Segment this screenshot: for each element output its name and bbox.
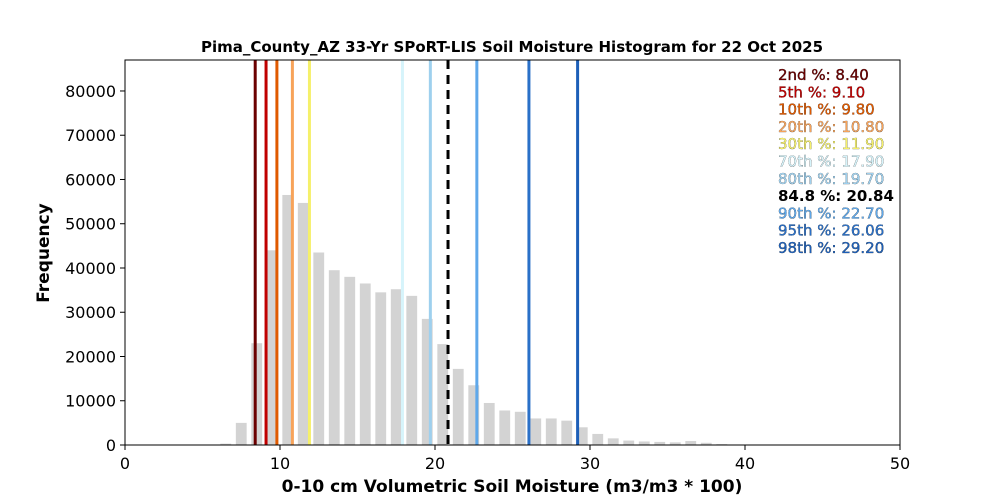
histogram-bar bbox=[607, 438, 619, 445]
x-tick-label: 30 bbox=[580, 454, 600, 473]
percentile-lines bbox=[253, 60, 580, 445]
percentile-label: 70th %: 17.90 bbox=[778, 153, 884, 171]
histogram-bar bbox=[638, 441, 650, 445]
histogram-bar bbox=[421, 318, 433, 445]
histogram-bar bbox=[623, 440, 635, 445]
histogram-bar bbox=[545, 418, 557, 445]
percentile-label: 2nd %: 8.40 bbox=[778, 66, 869, 84]
x-tick-label: 10 bbox=[270, 454, 290, 473]
histogram-bar bbox=[390, 289, 402, 445]
y-tick-label: 0 bbox=[106, 436, 116, 455]
x-tick-label: 50 bbox=[890, 454, 910, 473]
x-tick-label: 0 bbox=[120, 454, 130, 473]
histogram-bar bbox=[576, 427, 588, 445]
percentile-label: 30th %: 11.90 bbox=[778, 135, 884, 153]
x-axis-ticks: 0 10 20 30 40 50 bbox=[120, 445, 910, 473]
histogram-bar bbox=[266, 250, 278, 445]
y-tick-label: 70000 bbox=[65, 126, 116, 145]
percentile-label: 84.8 %: 20.84 bbox=[778, 187, 894, 205]
histogram-bar bbox=[313, 252, 325, 445]
y-tick-label: 10000 bbox=[65, 392, 116, 411]
histogram-bar bbox=[468, 385, 480, 445]
y-axis-label: Frequency bbox=[34, 203, 54, 303]
y-tick-label: 20000 bbox=[65, 347, 116, 366]
percentile-label: 98th %: 29.20 bbox=[778, 239, 884, 257]
histogram-bar bbox=[344, 276, 356, 445]
y-tick-label: 80000 bbox=[65, 82, 116, 101]
histogram-bar bbox=[235, 422, 247, 445]
histogram-bar bbox=[297, 202, 309, 445]
percentile-label: 90th %: 22.70 bbox=[778, 204, 884, 222]
x-tick-label: 40 bbox=[735, 454, 755, 473]
y-tick-label: 30000 bbox=[65, 303, 116, 322]
histogram-bar bbox=[328, 270, 340, 445]
x-axis-label: 0-10 cm Volumetric Soil Moisture (m3/m3 … bbox=[282, 477, 743, 497]
x-tick-label: 20 bbox=[425, 454, 445, 473]
histogram-bars bbox=[220, 194, 728, 445]
histogram-bar bbox=[685, 441, 697, 445]
histogram-bar bbox=[452, 368, 464, 445]
histogram-bar bbox=[282, 194, 294, 445]
percentile-label: 20th %: 10.80 bbox=[778, 118, 884, 136]
y-tick-label: 60000 bbox=[65, 170, 116, 189]
histogram-bar bbox=[499, 410, 511, 445]
histogram-bar bbox=[375, 292, 387, 445]
histogram-bar bbox=[561, 420, 573, 445]
histogram-bar bbox=[654, 441, 666, 445]
percentile-label: 10th %: 9.80 bbox=[778, 101, 875, 119]
histogram-bar bbox=[251, 343, 263, 445]
histogram-bar bbox=[406, 295, 418, 445]
histogram-bar bbox=[437, 344, 449, 445]
plot-frame bbox=[124, 59, 901, 446]
histogram-bar bbox=[592, 433, 604, 445]
y-axis-ticks: 0 10000 20000 30000 40000 50000 60000 70000 8000… bbox=[65, 82, 125, 455]
histogram-bar bbox=[669, 442, 681, 445]
percentile-label: 95th %: 26.06 bbox=[778, 222, 884, 240]
y-tick-label: 40000 bbox=[65, 259, 116, 278]
histogram-bar bbox=[530, 418, 542, 445]
percentile-label: 80th %: 19.70 bbox=[778, 170, 884, 188]
percentile-label: 5th %: 9.10 bbox=[778, 83, 865, 101]
histogram-bar bbox=[514, 411, 526, 445]
histogram-bar bbox=[359, 283, 371, 445]
histogram-bar bbox=[483, 402, 495, 445]
histogram-bar bbox=[220, 443, 232, 445]
y-tick-label: 50000 bbox=[65, 215, 116, 234]
chart-title: Pima_County_AZ 33-Yr SPoRT-LIS Soil Mois… bbox=[201, 38, 823, 56]
histogram-bar bbox=[700, 442, 712, 445]
